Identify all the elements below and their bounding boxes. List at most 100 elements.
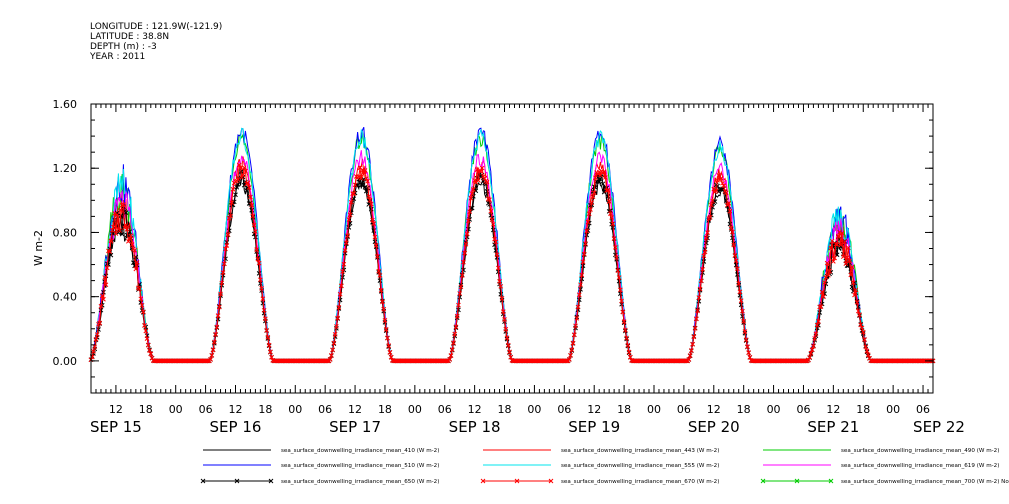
series-marker: [221, 261, 227, 267]
series-marker: [351, 191, 357, 196]
series-marker: [737, 289, 743, 295]
series-marker: [817, 304, 823, 310]
series-marker: [498, 283, 504, 289]
series-marker: [98, 303, 104, 309]
series-marker: [507, 349, 512, 355]
series-marker: [691, 334, 697, 340]
x-hour-label: 18: [258, 403, 272, 416]
series-marker: [834, 252, 840, 258]
series-marker: [605, 187, 611, 193]
series-marker: [828, 245, 834, 251]
series-marker: [145, 342, 151, 348]
legend-label: sea_surface_downwelling_irradiance_mean_…: [561, 479, 719, 485]
series-marker: [832, 255, 837, 261]
series-marker: [243, 168, 248, 174]
series-marker: [456, 302, 461, 308]
series-marker: [701, 253, 707, 259]
series-marker: [730, 229, 735, 235]
series-marker: [723, 190, 729, 196]
series-marker: [847, 258, 852, 264]
series-marker: [148, 351, 154, 357]
series-marker: [835, 234, 841, 239]
series-layer: [88, 126, 936, 364]
series-marker: [821, 294, 826, 300]
plot-frame: [90, 103, 934, 394]
series-marker: [484, 179, 490, 185]
series-marker: [707, 214, 713, 220]
series-marker: [215, 313, 221, 319]
series-marker: [254, 247, 260, 252]
longitude-label: LONGITUDE : 121.9W(-121.9): [90, 22, 223, 32]
series-marker: [621, 319, 627, 325]
series-marker: [746, 350, 752, 356]
series-marker: [147, 348, 152, 353]
series-marker: [361, 171, 367, 177]
series-marker: [213, 331, 218, 337]
series-marker: [469, 205, 475, 211]
series-marker: [580, 259, 586, 265]
series-marker: [218, 291, 223, 297]
series-marker: [208, 356, 213, 362]
series-marker: [358, 176, 364, 181]
series-marker: [727, 208, 733, 214]
x-hour-label: 12: [707, 403, 721, 416]
series-marker: [620, 309, 626, 315]
series-marker: [581, 251, 587, 257]
legend: sea_surface_downwelling_irradiance_mean_…: [200, 448, 1009, 485]
series-marker: [833, 241, 839, 247]
series-marker: [858, 322, 864, 328]
series-marker: [736, 281, 742, 286]
series-marker: [246, 185, 252, 190]
series-marker: [502, 317, 507, 322]
series-marker: [358, 182, 364, 188]
x-day-label: SEP 19: [568, 418, 620, 436]
series-marker: [811, 343, 816, 349]
series-marker: [468, 195, 474, 201]
series-marker: [705, 230, 710, 235]
series-marker: [336, 305, 342, 310]
series-marker: [331, 340, 337, 346]
series-marker: [134, 260, 140, 265]
series-marker: [383, 327, 389, 332]
series-marker: [578, 286, 583, 292]
y-tick-label: 0.00: [53, 355, 78, 368]
series-marker: [626, 349, 632, 355]
series-marker: [497, 279, 502, 284]
series-marker: [363, 188, 369, 194]
series-marker: [743, 337, 749, 343]
series-marker: [467, 209, 473, 214]
series-marker: [332, 332, 338, 337]
series-marker: [245, 180, 251, 186]
series-marker: [713, 188, 719, 194]
series-marker: [229, 200, 235, 206]
series-marker: [265, 334, 271, 340]
series-marker: [362, 168, 368, 173]
series-marker: [325, 358, 331, 364]
series-marker: [700, 266, 705, 272]
series-marker: [848, 272, 854, 278]
series-marker: [372, 234, 378, 240]
series-marker: [133, 266, 139, 272]
series-marker: [142, 323, 147, 328]
series-marker: [747, 354, 753, 360]
series-marker: [337, 297, 343, 303]
series-marker: [129, 242, 135, 247]
legend-label: sea_surface_downwelling_irradiance_mean_…: [281, 463, 439, 469]
series-marker: [268, 349, 273, 355]
y-tick-label: 1.20: [53, 162, 78, 175]
series-marker: [459, 273, 465, 278]
series-marker: [586, 211, 592, 217]
series-marker: [224, 243, 230, 248]
series-marker: [263, 316, 268, 322]
series-marker: [356, 174, 362, 180]
series-marker: [829, 238, 835, 244]
series-marker: [107, 249, 113, 254]
series-marker: [593, 175, 598, 181]
series-marker: [250, 213, 256, 219]
series-marker: [601, 189, 607, 195]
series-marker: [855, 308, 861, 314]
series-marker: [732, 253, 738, 258]
series-marker: [819, 289, 825, 295]
legend-marker: [200, 478, 206, 484]
